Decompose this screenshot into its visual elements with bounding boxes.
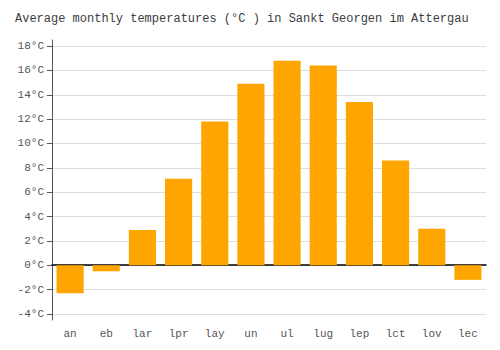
svg-text:lec: lec (458, 328, 478, 340)
svg-text:-2°C: -2°C (18, 284, 45, 296)
svg-text:ul: ul (280, 328, 293, 340)
svg-text:2°C: 2°C (24, 235, 44, 247)
svg-text:lar: lar (133, 328, 153, 340)
svg-text:4°C: 4°C (24, 211, 44, 223)
svg-text:lpr: lpr (169, 328, 189, 340)
svg-text:10°C: 10°C (18, 137, 45, 149)
svg-text:18°C: 18°C (18, 40, 45, 52)
svg-text:6°C: 6°C (24, 186, 44, 198)
svg-text:an: an (63, 328, 76, 340)
svg-text:eb: eb (100, 328, 113, 340)
svg-text:8°C: 8°C (24, 162, 44, 174)
svg-text:lep: lep (350, 328, 370, 340)
svg-text:Average monthly temperatures (: Average monthly temperatures (°C ) in Sa… (15, 12, 469, 26)
svg-text:lay: lay (205, 328, 225, 340)
svg-text:lug: lug (313, 328, 333, 340)
svg-text:-4°C: -4°C (18, 308, 45, 320)
svg-text:un: un (244, 328, 257, 340)
svg-text:0°C: 0°C (24, 259, 44, 271)
svg-text:lov: lov (422, 328, 442, 340)
svg-text:lct: lct (386, 328, 406, 340)
svg-text:12°C: 12°C (18, 113, 45, 125)
svg-text:16°C: 16°C (18, 64, 45, 76)
svg-text:14°C: 14°C (18, 89, 45, 101)
